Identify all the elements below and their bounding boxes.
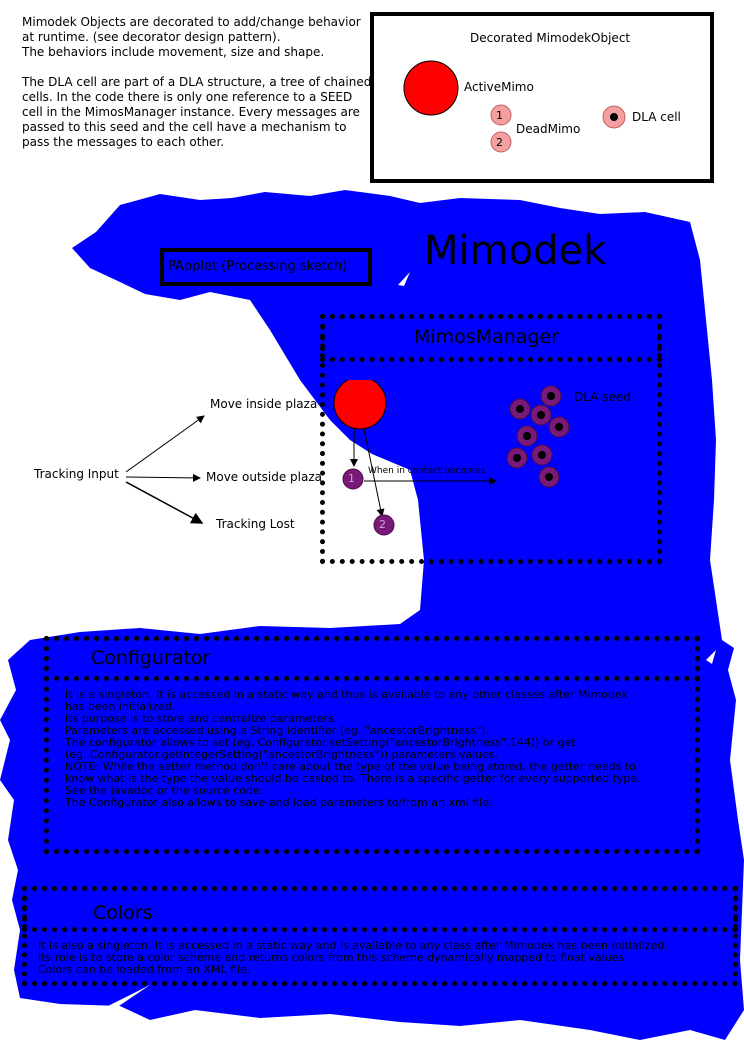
dla-seed-nuclei xyxy=(513,392,563,481)
dla-seed-label: DLA seed xyxy=(574,390,631,404)
colors-title: Colors xyxy=(93,902,153,924)
arrow-move-outside xyxy=(125,473,201,482)
dead-num-1: 1 xyxy=(496,109,503,122)
active-mimo-legend-shape xyxy=(403,60,459,116)
contact-label: When in contact becomes xyxy=(368,466,486,476)
arrow-tracking-lost xyxy=(125,481,204,524)
app-title: Mimodek xyxy=(424,228,607,274)
dla-seed-cluster xyxy=(506,385,570,488)
dla-cell-legend-nucleus xyxy=(610,113,618,121)
dead-mimo-num-1: 1 xyxy=(348,472,355,485)
dead-mimo-shape-1 xyxy=(342,468,364,490)
legend-active-label: ActiveMimo xyxy=(464,80,534,94)
configurator-header xyxy=(44,636,700,681)
mimos-manager-header xyxy=(320,314,662,362)
active-mimo-shape xyxy=(333,380,387,430)
move-inside-label: Move inside plaza xyxy=(210,397,318,411)
dead-mimo-shape-2 xyxy=(373,514,395,536)
move-outside-label: Move outside plaza xyxy=(206,470,323,484)
legend-box xyxy=(370,12,714,183)
papplet-box: PApplet (Processing sketch) xyxy=(160,248,372,286)
dead-num-2: 2 xyxy=(496,136,503,149)
configurator-text: It is a singleton. It is accessed in a s… xyxy=(65,688,641,809)
legend-title: Decorated MimodekObject xyxy=(470,31,631,45)
dead-mimo-num-2: 2 xyxy=(379,518,386,531)
configurator-title: Configurator xyxy=(91,647,211,669)
dead-mimo-legend-shape-1 xyxy=(490,104,512,126)
tracking-input-label: Tracking Input xyxy=(34,467,119,481)
mimos-manager-title: MimosManager xyxy=(414,326,559,348)
dead-mimo-legend-shape-2 xyxy=(490,131,512,153)
intro-paragraph-1: Mimodek Objects are decorated to add/cha… xyxy=(22,15,361,59)
legend-dead-label: DeadMimo xyxy=(516,122,581,136)
arrow-to-dead-2 xyxy=(363,428,385,517)
legend-dla-label: DLA cell xyxy=(632,110,681,124)
intro-paragraph-2: The DLA cell are part of a DLA structure… xyxy=(22,75,372,149)
colors-text: It is also a singleton. It is accessed i… xyxy=(38,939,668,976)
colors-header xyxy=(22,886,738,932)
tracking-lost-label: Tracking Lost xyxy=(216,517,295,531)
arrow-move-inside xyxy=(125,415,205,473)
legend-shapes xyxy=(403,60,626,153)
intro-text: Mimodek Objects are decorated to add/cha… xyxy=(22,15,372,165)
tracking-diagram xyxy=(125,380,570,536)
